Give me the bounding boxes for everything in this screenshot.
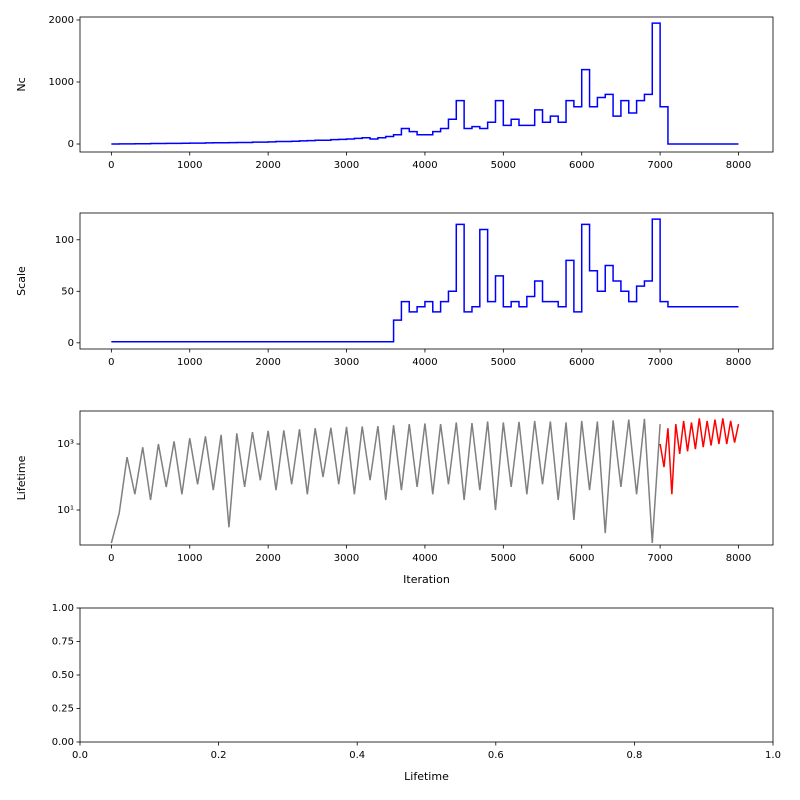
y-axis-label: Scale xyxy=(15,266,28,296)
x-tick-label: 0 xyxy=(108,160,114,171)
y-tick-label: 0.25 xyxy=(52,704,74,715)
subplot: 0 1000 2000 3000 4000 5000 6000 7000 8000 0 50 100 S… xyxy=(15,212,774,368)
subplot: 0 1000 2000 3000 4000 5000 6000 7000 8000 0 1000 20… xyxy=(15,15,774,171)
x-tick-label: 8000 xyxy=(726,357,751,368)
x-tick-label: 7000 xyxy=(647,160,672,171)
y-axis-label: Lifetime xyxy=(15,455,28,500)
y-tick-label: 0 xyxy=(68,139,74,150)
x-tick-label: 0.6 xyxy=(488,750,504,761)
x-tick-label: 0.4 xyxy=(349,750,365,761)
x-tick-label: 5000 xyxy=(491,553,516,564)
x-axis-label: Lifetime xyxy=(404,770,449,783)
x-tick-label: 8000 xyxy=(726,160,751,171)
data-line xyxy=(111,22,739,145)
x-tick-label: 3000 xyxy=(334,357,359,368)
x-tick-label: 6000 xyxy=(569,553,594,564)
x-tick-label: 4000 xyxy=(412,553,437,564)
y-tick-label: 10¹ xyxy=(57,505,74,516)
x-tick-label: 2000 xyxy=(255,357,280,368)
x-tick-label: 6000 xyxy=(569,160,594,171)
y-tick-label: 0.50 xyxy=(52,670,74,681)
y-tick-label: 100 xyxy=(55,235,74,246)
y-tick-label: 1000 xyxy=(49,77,74,88)
y-tick-label: 10³ xyxy=(57,439,74,450)
x-tick-label: 0 xyxy=(108,553,114,564)
subplot: 0 1000 2000 3000 4000 5000 6000 7000 8000 10¹ 10³ L… xyxy=(15,410,774,586)
x-tick-label: 1000 xyxy=(177,160,202,171)
x-tick-label: 7000 xyxy=(647,553,672,564)
axes-frame xyxy=(79,607,774,743)
data-line xyxy=(659,418,740,495)
x-tick-label: 3000 xyxy=(334,160,359,171)
y-tick-label: 0.75 xyxy=(52,637,74,648)
data-line xyxy=(111,218,739,343)
x-tick-label: 0.0 xyxy=(72,750,88,761)
y-tick-label: 50 xyxy=(61,286,74,297)
x-tick-label: 5000 xyxy=(491,357,516,368)
x-tick-label: 2000 xyxy=(255,160,280,171)
x-tick-label: 0.2 xyxy=(211,750,227,761)
x-tick-label: 2000 xyxy=(255,553,280,564)
x-tick-label: 4000 xyxy=(412,357,437,368)
x-tick-label: 0 xyxy=(108,357,114,368)
y-tick-label: 0 xyxy=(68,338,74,349)
axes-frame xyxy=(79,212,774,350)
x-axis-label: Iteration xyxy=(403,573,450,586)
x-tick-label: 8000 xyxy=(726,553,751,564)
x-tick-label: 1000 xyxy=(177,357,202,368)
y-axis-label: Nc xyxy=(15,77,28,91)
x-tick-label: 3000 xyxy=(334,553,359,564)
x-tick-label: 6000 xyxy=(569,357,594,368)
subplot: 0.0 0.2 0.4 0.6 0.8 1.0 0.00 0.25 0.50 0.75 1.00 Li… xyxy=(52,603,781,783)
x-tick-label: 0.8 xyxy=(626,750,642,761)
axes-frame xyxy=(79,16,774,153)
x-tick-label: 7000 xyxy=(647,357,672,368)
x-tick-label: 5000 xyxy=(491,160,516,171)
y-tick-label: 0.00 xyxy=(52,737,74,748)
x-tick-label: 1.0 xyxy=(765,750,781,761)
axes-frame xyxy=(79,410,774,546)
x-tick-label: 4000 xyxy=(412,160,437,171)
x-tick-label: 1000 xyxy=(177,553,202,564)
y-tick-label: 2000 xyxy=(49,15,74,26)
y-tick-label: 1.00 xyxy=(52,603,74,614)
data-line xyxy=(110,418,661,544)
